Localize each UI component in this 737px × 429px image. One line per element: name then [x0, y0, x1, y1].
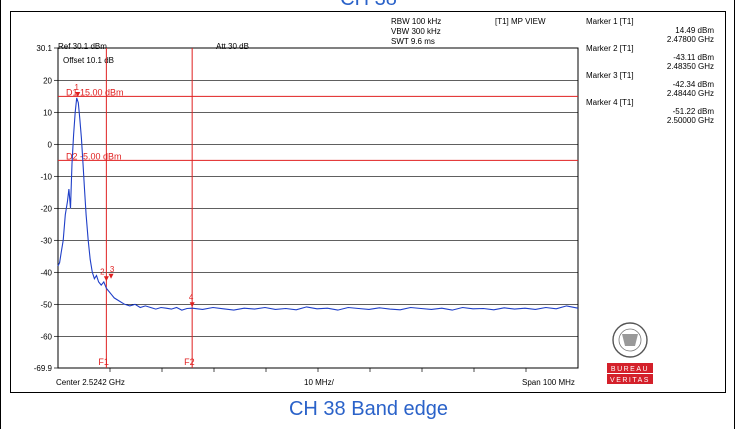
- plot-grid: [54, 47, 579, 369]
- frequency-line-label: F2: [184, 357, 195, 367]
- y-tick-label: 30.1: [36, 44, 52, 53]
- y-tick-label: -40: [40, 268, 52, 277]
- view-label: [T1] MP VIEW: [495, 17, 546, 26]
- reference-lines: D1 15.00 dBm D2 -5.00 dBm F1 F2: [58, 48, 578, 368]
- marker-point-label: 3: [110, 265, 115, 274]
- marker-table-freq: 2.47800 GHz: [667, 35, 714, 44]
- marker-point: [189, 302, 195, 308]
- y-tick-label: 0: [48, 140, 53, 149]
- logo-text-top: BUREAU: [611, 366, 649, 373]
- span-label: Span 100 MHz: [522, 378, 575, 387]
- att-label: Att 30 dB: [216, 42, 249, 51]
- y-tick-label: -69.9: [34, 364, 53, 373]
- logo-text-bottom: VERITAS: [610, 377, 650, 384]
- y-tick-label: 20: [43, 76, 52, 85]
- y-tick-labels: 30.1 20 10 0 -10 -20 -30 -40 -50 -60 -69.9: [34, 44, 53, 373]
- trace-line: [57, 97, 579, 311]
- marker-point: [75, 91, 81, 97]
- y-tick-label: -50: [40, 300, 52, 309]
- logo-bar-bottom: [607, 374, 653, 384]
- marker-point-label: 2: [100, 267, 105, 276]
- marker-point-label: 4: [189, 293, 194, 302]
- marker-table-freq: 2.48350 GHz: [667, 62, 714, 71]
- logo-seal-emblem: [622, 334, 638, 346]
- top-title: CH 38: [0, 0, 737, 11]
- ref-label: Ref 30.1 dBm: [58, 42, 107, 51]
- marker-point-label: 1: [75, 83, 80, 92]
- vbw-label: VBW 300 kHz: [391, 27, 441, 36]
- marker-table-level: -51.22 dBm: [673, 107, 715, 116]
- rbw-label: RBW 100 kHz: [391, 17, 441, 26]
- div-label: 10 MHz/: [304, 378, 335, 387]
- logo-bar-top: [607, 363, 653, 373]
- display-line-label: D2 -5.00 dBm: [66, 151, 122, 161]
- marker-table-label: Marker 1 [T1]: [586, 17, 634, 26]
- y-tick-label: -20: [40, 204, 52, 213]
- x-ticks: [109, 368, 527, 372]
- marker-point: [103, 276, 109, 282]
- marker-table-level: -42.34 dBm: [673, 80, 715, 89]
- bureau-veritas-logo: BUREAU VERITAS: [607, 322, 653, 384]
- y-tick-label: -60: [40, 332, 52, 341]
- frequency-line-label: F1: [98, 357, 109, 367]
- marker-table-label: Marker 2 [T1]: [586, 44, 634, 53]
- top-title-strip: CH 38: [0, 0, 737, 11]
- marker-table-freq: 2.50000 GHz: [667, 116, 714, 125]
- point-markers: 1 2 3 4: [75, 83, 195, 308]
- chart-caption: CH 38 Band edge: [288, 398, 448, 420]
- analyzer-screen: RBW 100 kHz VBW 300 kHz SWT 9.6 ms [T1] …: [10, 11, 726, 393]
- offset-label: Offset 10.1 dB: [63, 56, 114, 65]
- marker-table-level: -43.11 dBm: [673, 53, 714, 62]
- marker-table-level: 14.49 dBm: [675, 26, 714, 35]
- display-line-label: D1 15.00 dBm: [66, 87, 124, 97]
- marker-table-label: Marker 3 [T1]: [586, 71, 634, 80]
- trace-group: [57, 97, 579, 311]
- swt-label: SWT 9.6 ms: [391, 37, 435, 46]
- spectrum-chart: RBW 100 kHz VBW 300 kHz SWT 9.6 ms [T1] …: [34, 17, 715, 387]
- marker-table-freq: 2.48440 GHz: [667, 89, 714, 98]
- marker-table-label: Marker 4 [T1]: [586, 98, 634, 107]
- y-tick-label: 10: [43, 108, 52, 117]
- center-label: Center 2.5242 GHz: [56, 378, 125, 387]
- y-tick-label: -10: [40, 172, 52, 181]
- y-tick-label: -30: [40, 236, 52, 245]
- marker-point: [108, 273, 114, 279]
